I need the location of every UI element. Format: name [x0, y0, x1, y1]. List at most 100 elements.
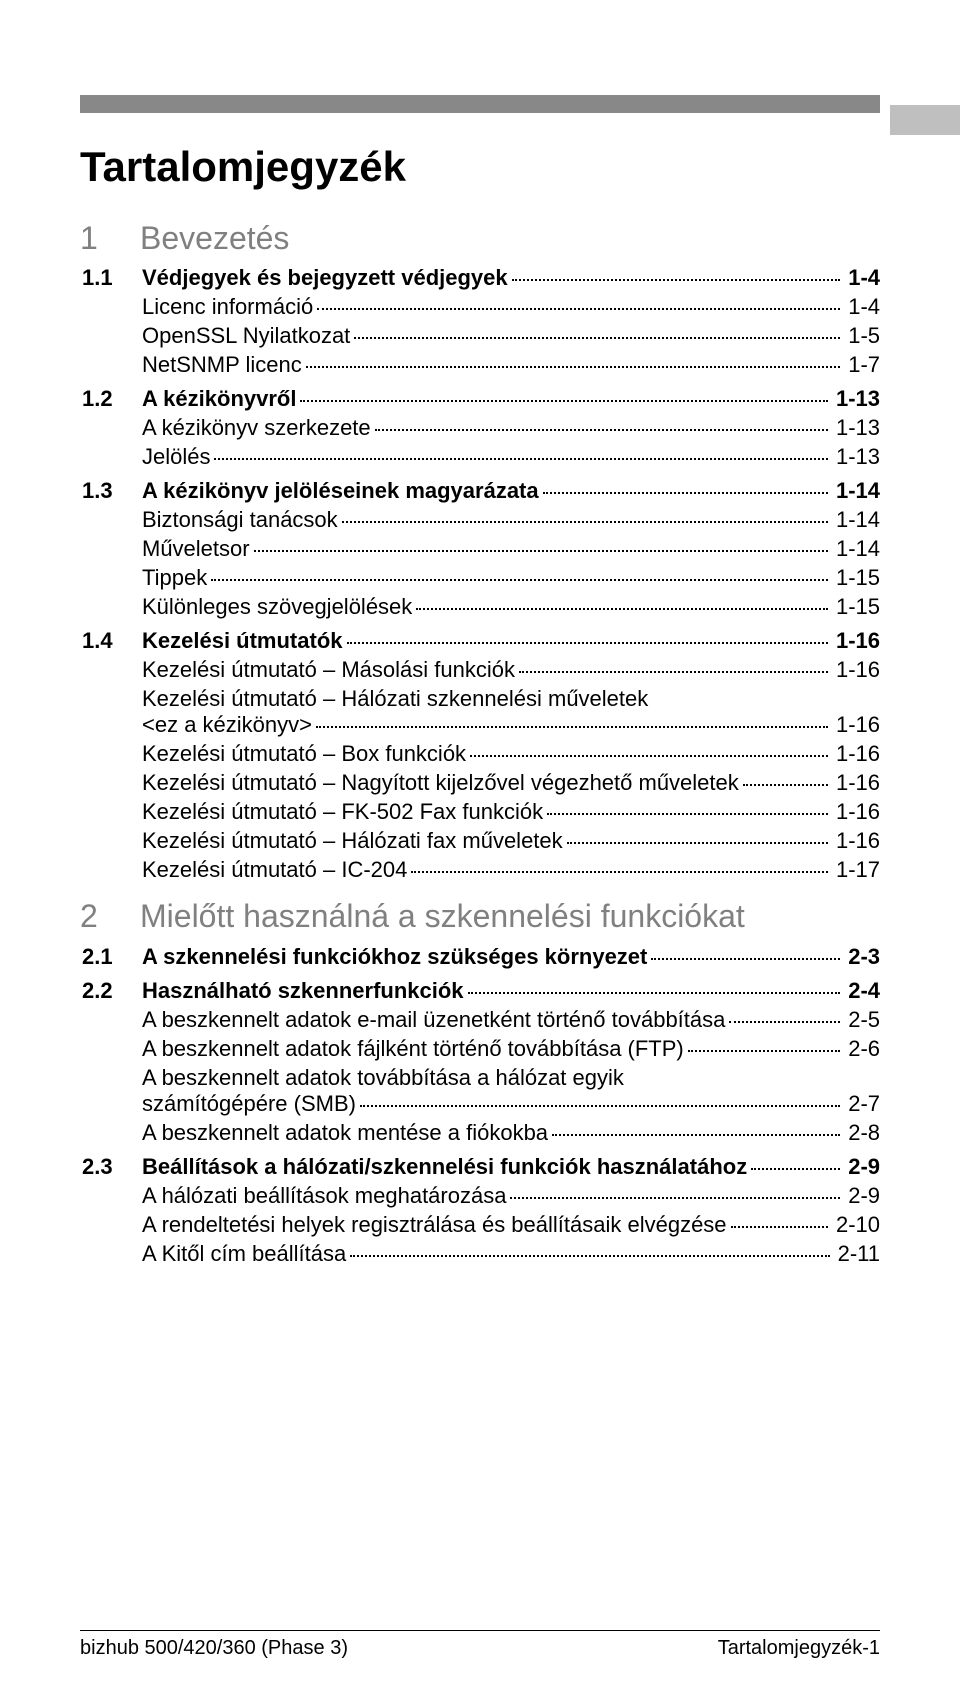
toc-sub-row: Kezelési útmutató – Box funkciók 1-16: [80, 741, 880, 767]
toc-entry-label: Kezelési útmutató – Másolási funkciók: [142, 657, 515, 683]
toc-entry-label: Kezelési útmutató – Nagyított kijelzővel…: [142, 770, 739, 796]
toc-entry-page: 2-5: [844, 1007, 880, 1033]
toc-leader: [519, 671, 828, 673]
toc-leader: [214, 458, 827, 460]
toc-entry-page: 2-6: [844, 1036, 880, 1062]
toc-entry-label: A szkennelési funkciókhoz szükséges körn…: [142, 944, 647, 970]
section-number: 1.1: [80, 265, 142, 291]
toc-sub-row: A Kitől cím beállítása 2-11: [80, 1241, 880, 1267]
toc-entry-page: 1-7: [844, 352, 880, 378]
corner-tab: [890, 105, 960, 135]
toc-entry-page: 1-4: [844, 265, 880, 291]
section-row: 1.4Kezelési útmutatók 1-16: [80, 628, 880, 654]
toc-entry-label: A rendeltetési helyek regisztrálása és b…: [142, 1212, 727, 1238]
chapter-row: 2Mielőtt használná a szkennelési funkció…: [80, 897, 880, 935]
toc-entry-page: 1-16: [832, 741, 880, 767]
chapter-title: Mielőtt használná a szkennelési funkciók…: [140, 897, 745, 935]
toc-entry-page: 2-10: [832, 1212, 880, 1238]
chapter-title: Bevezetés: [140, 219, 289, 257]
toc-leader: [360, 1105, 840, 1107]
toc-entry-page: 1-16: [832, 657, 880, 683]
toc-entry-page: 1-14: [832, 507, 880, 533]
toc-entry-label: Kezelési útmutató – Hálózati fax művelet…: [142, 828, 563, 854]
toc-sub-row: Kezelési útmutató – Nagyított kijelzővel…: [80, 770, 880, 796]
toc-sub-row: Biztonsági tanácsok 1-14: [80, 507, 880, 533]
toc-entry-label: Kezelési útmutató – Hálózati szkennelési…: [142, 686, 880, 712]
toc-leader: [306, 366, 840, 368]
toc-entry-page: 2-8: [844, 1120, 880, 1146]
toc-entry-page: 1-4: [844, 294, 880, 320]
toc-leader: [688, 1050, 840, 1052]
toc-sub-row: Műveletsor 1-14: [80, 536, 880, 562]
page-footer: bizhub 500/420/360 (Phase 3) Tartalomjeg…: [80, 1630, 880, 1660]
section-number: 1.4: [80, 628, 142, 654]
toc-entry-page: 2-9: [844, 1154, 880, 1180]
toc-entry-label: Biztonsági tanácsok: [142, 507, 338, 533]
toc-entry-label: <ez a kézikönyv>: [142, 712, 312, 738]
toc-leader: [317, 308, 840, 310]
toc-entry-label: számítógépére (SMB): [142, 1091, 356, 1117]
toc-entry-page: 1-13: [832, 444, 880, 470]
chapter-row: 1Bevezetés: [80, 219, 880, 257]
toc-sub-row: Jelölés 1-13: [80, 444, 880, 470]
toc-leader: [470, 755, 828, 757]
toc-entry-label: Használható szkennerfunkciók: [142, 978, 464, 1004]
toc-leader: [350, 1255, 829, 1257]
toc-sub-row: A beszkennelt adatok mentése a fiókokba …: [80, 1120, 880, 1146]
toc-leader: [468, 992, 841, 994]
section-title: Beállítások a hálózati/szkennelési funkc…: [142, 1154, 880, 1180]
toc-entry-label: Beállítások a hálózati/szkennelési funkc…: [142, 1154, 747, 1180]
toc-body: 1Bevezetés 1.1Védjegyek és bejegyzett véd…: [80, 219, 880, 1267]
toc-entry-label: Műveletsor: [142, 536, 250, 562]
toc-leader: [543, 492, 828, 494]
section-title: Kezelési útmutatók 1-16: [142, 628, 880, 654]
toc-entry-label: Különleges szövegjelölések: [142, 594, 412, 620]
toc-sub-row: NetSNMP licenc 1-7: [80, 352, 880, 378]
toc-leader: [567, 842, 828, 844]
toc-entry-label: A kézikönyv jelöléseinek magyarázata: [142, 478, 539, 504]
footer-right: Tartalomjegyzék-1: [718, 1637, 880, 1660]
toc-sub-row: Kezelési útmutató – Hálózati szkennelési…: [80, 686, 880, 738]
section-row: 2.1A szkennelési funkciókhoz szükséges k…: [80, 944, 880, 970]
toc-entry-label: A beszkennelt adatok e-mail üzenetként t…: [142, 1007, 725, 1033]
toc-entry-label: Jelölés: [142, 444, 210, 470]
toc-leader: [416, 608, 828, 610]
toc-entry-label: OpenSSL Nyilatkozat: [142, 323, 350, 349]
toc-sub-row: A beszkennelt adatok továbbítása a hálóz…: [80, 1065, 880, 1117]
toc-entry-page: 2-4: [844, 978, 880, 1004]
toc-leader: [751, 1168, 840, 1170]
toc-entry-page: 2-7: [844, 1091, 880, 1117]
section-number: 2.1: [80, 944, 142, 970]
section-row: 1.3A kézikönyv jelöléseinek magyarázata …: [80, 478, 880, 504]
toc-entry-page: 1-16: [832, 828, 880, 854]
toc-entry-label: Kezelési útmutató – Box funkciók: [142, 741, 466, 767]
toc-entry-page: 1-16: [832, 628, 880, 654]
section-title: A kézikönyvről 1-13: [142, 386, 880, 412]
section-number: 2.2: [80, 978, 142, 1004]
toc-entry-label: Védjegyek és bejegyzett védjegyek: [142, 265, 508, 291]
toc-leader: [354, 337, 840, 339]
section-title: A szkennelési funkciókhoz szükséges körn…: [142, 944, 880, 970]
toc-leader: [300, 400, 827, 402]
toc-entry-page: 1-15: [832, 594, 880, 620]
document-page: Tartalomjegyzék 1Bevezetés1.1Védjegyek é…: [0, 95, 960, 1702]
section-title: Védjegyek és bejegyzett védjegyek 1-4: [142, 265, 880, 291]
toc-entry-label: Licenc információ: [142, 294, 313, 320]
toc-sub-row: A rendeltetési helyek regisztrálása és b…: [80, 1212, 880, 1238]
section-number: 1.2: [80, 386, 142, 412]
toc-leader: [547, 813, 828, 815]
toc-leader: [743, 784, 828, 786]
toc-entry-page: 1-14: [832, 478, 880, 504]
toc-entry-label: A hálózati beállítások meghatározása: [142, 1183, 506, 1209]
toc-sub-row: A kézikönyv szerkezete 1-13: [80, 415, 880, 441]
toc-leader: [254, 550, 828, 552]
toc-entry-label: Kezelési útmutatók: [142, 628, 343, 654]
toc-sub-row: Licenc információ 1-4: [80, 294, 880, 320]
toc-entry-page: 1-5: [844, 323, 880, 349]
toc-leader: [347, 642, 828, 644]
toc-leader: [731, 1226, 828, 1228]
toc-sub-row: Kezelési útmutató – FK-502 Fax funkciók …: [80, 799, 880, 825]
toc-leader: [651, 958, 840, 960]
toc-entry-label: NetSNMP licenc: [142, 352, 302, 378]
toc-leader: [211, 579, 828, 581]
